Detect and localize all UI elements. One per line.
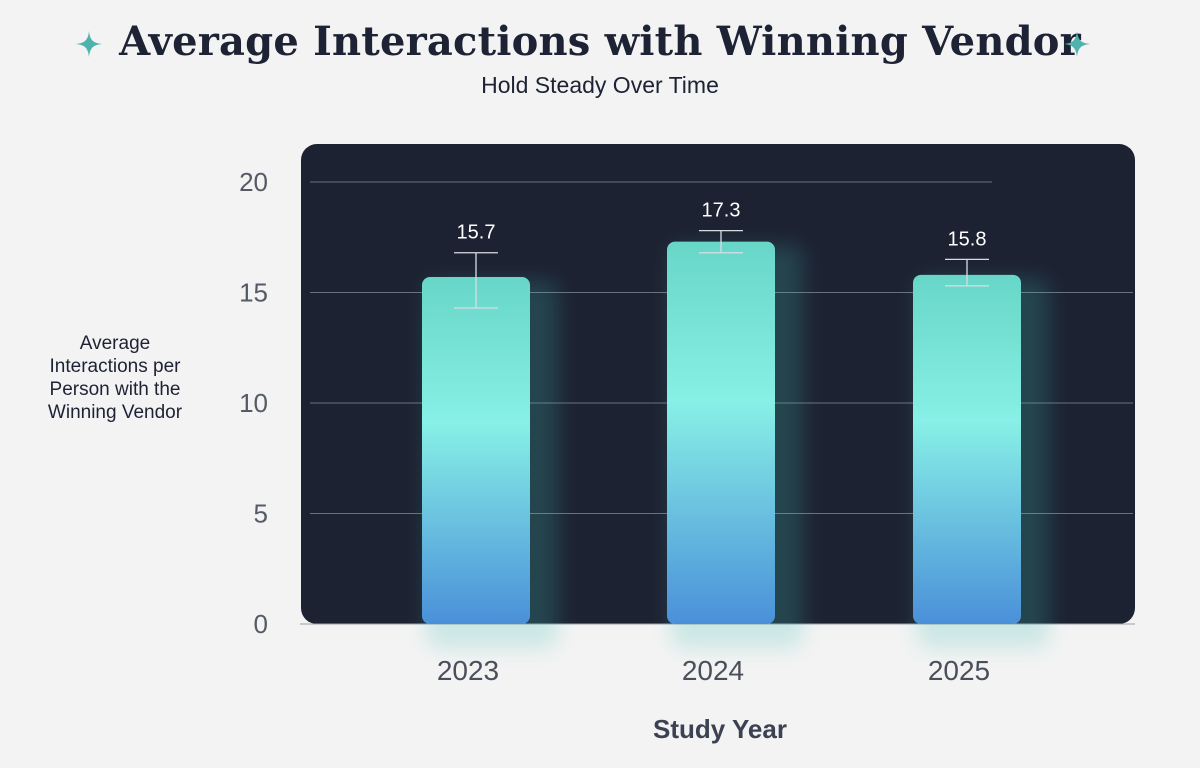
- bar: [667, 241, 775, 625]
- left-sparkle-icon: [76, 31, 102, 57]
- y-tick-label: 0: [254, 609, 268, 639]
- error-bar: [454, 252, 498, 309]
- x-tick-label: 2023: [437, 655, 499, 686]
- value-label: 15.8: [948, 228, 987, 250]
- y-axis-title-line: Average: [79, 333, 151, 354]
- bar: [913, 274, 1021, 624]
- x-tick-label: 2025: [928, 655, 990, 686]
- error-bar: [945, 258, 989, 287]
- y-axis-title: Average Interactions per Person with the…: [30, 332, 200, 424]
- y-tick-label: 15: [239, 278, 268, 308]
- y-tick-label: 20: [239, 167, 268, 197]
- y-axis-title-line: Interactions per: [49, 356, 181, 377]
- y-axis-title-line: Person with the: [49, 379, 181, 400]
- y-tick-label: 10: [239, 388, 268, 418]
- right-sparkle-icon: [1064, 31, 1090, 57]
- x-tick-label: 2024: [682, 655, 744, 686]
- error-bar: [699, 229, 743, 254]
- y-axis-title-line: Winning Vendor: [47, 402, 183, 423]
- value-label: 15.7: [457, 222, 496, 244]
- value-label: 17.3: [702, 200, 741, 222]
- chart-subtitle: Hold Steady Over Time: [481, 72, 719, 98]
- y-tick-label: 5: [254, 499, 268, 529]
- x-axis-title: Study Year: [653, 714, 787, 744]
- chart-title: Average Interactions with Winning Vendor: [119, 18, 1081, 65]
- bar: [422, 277, 530, 624]
